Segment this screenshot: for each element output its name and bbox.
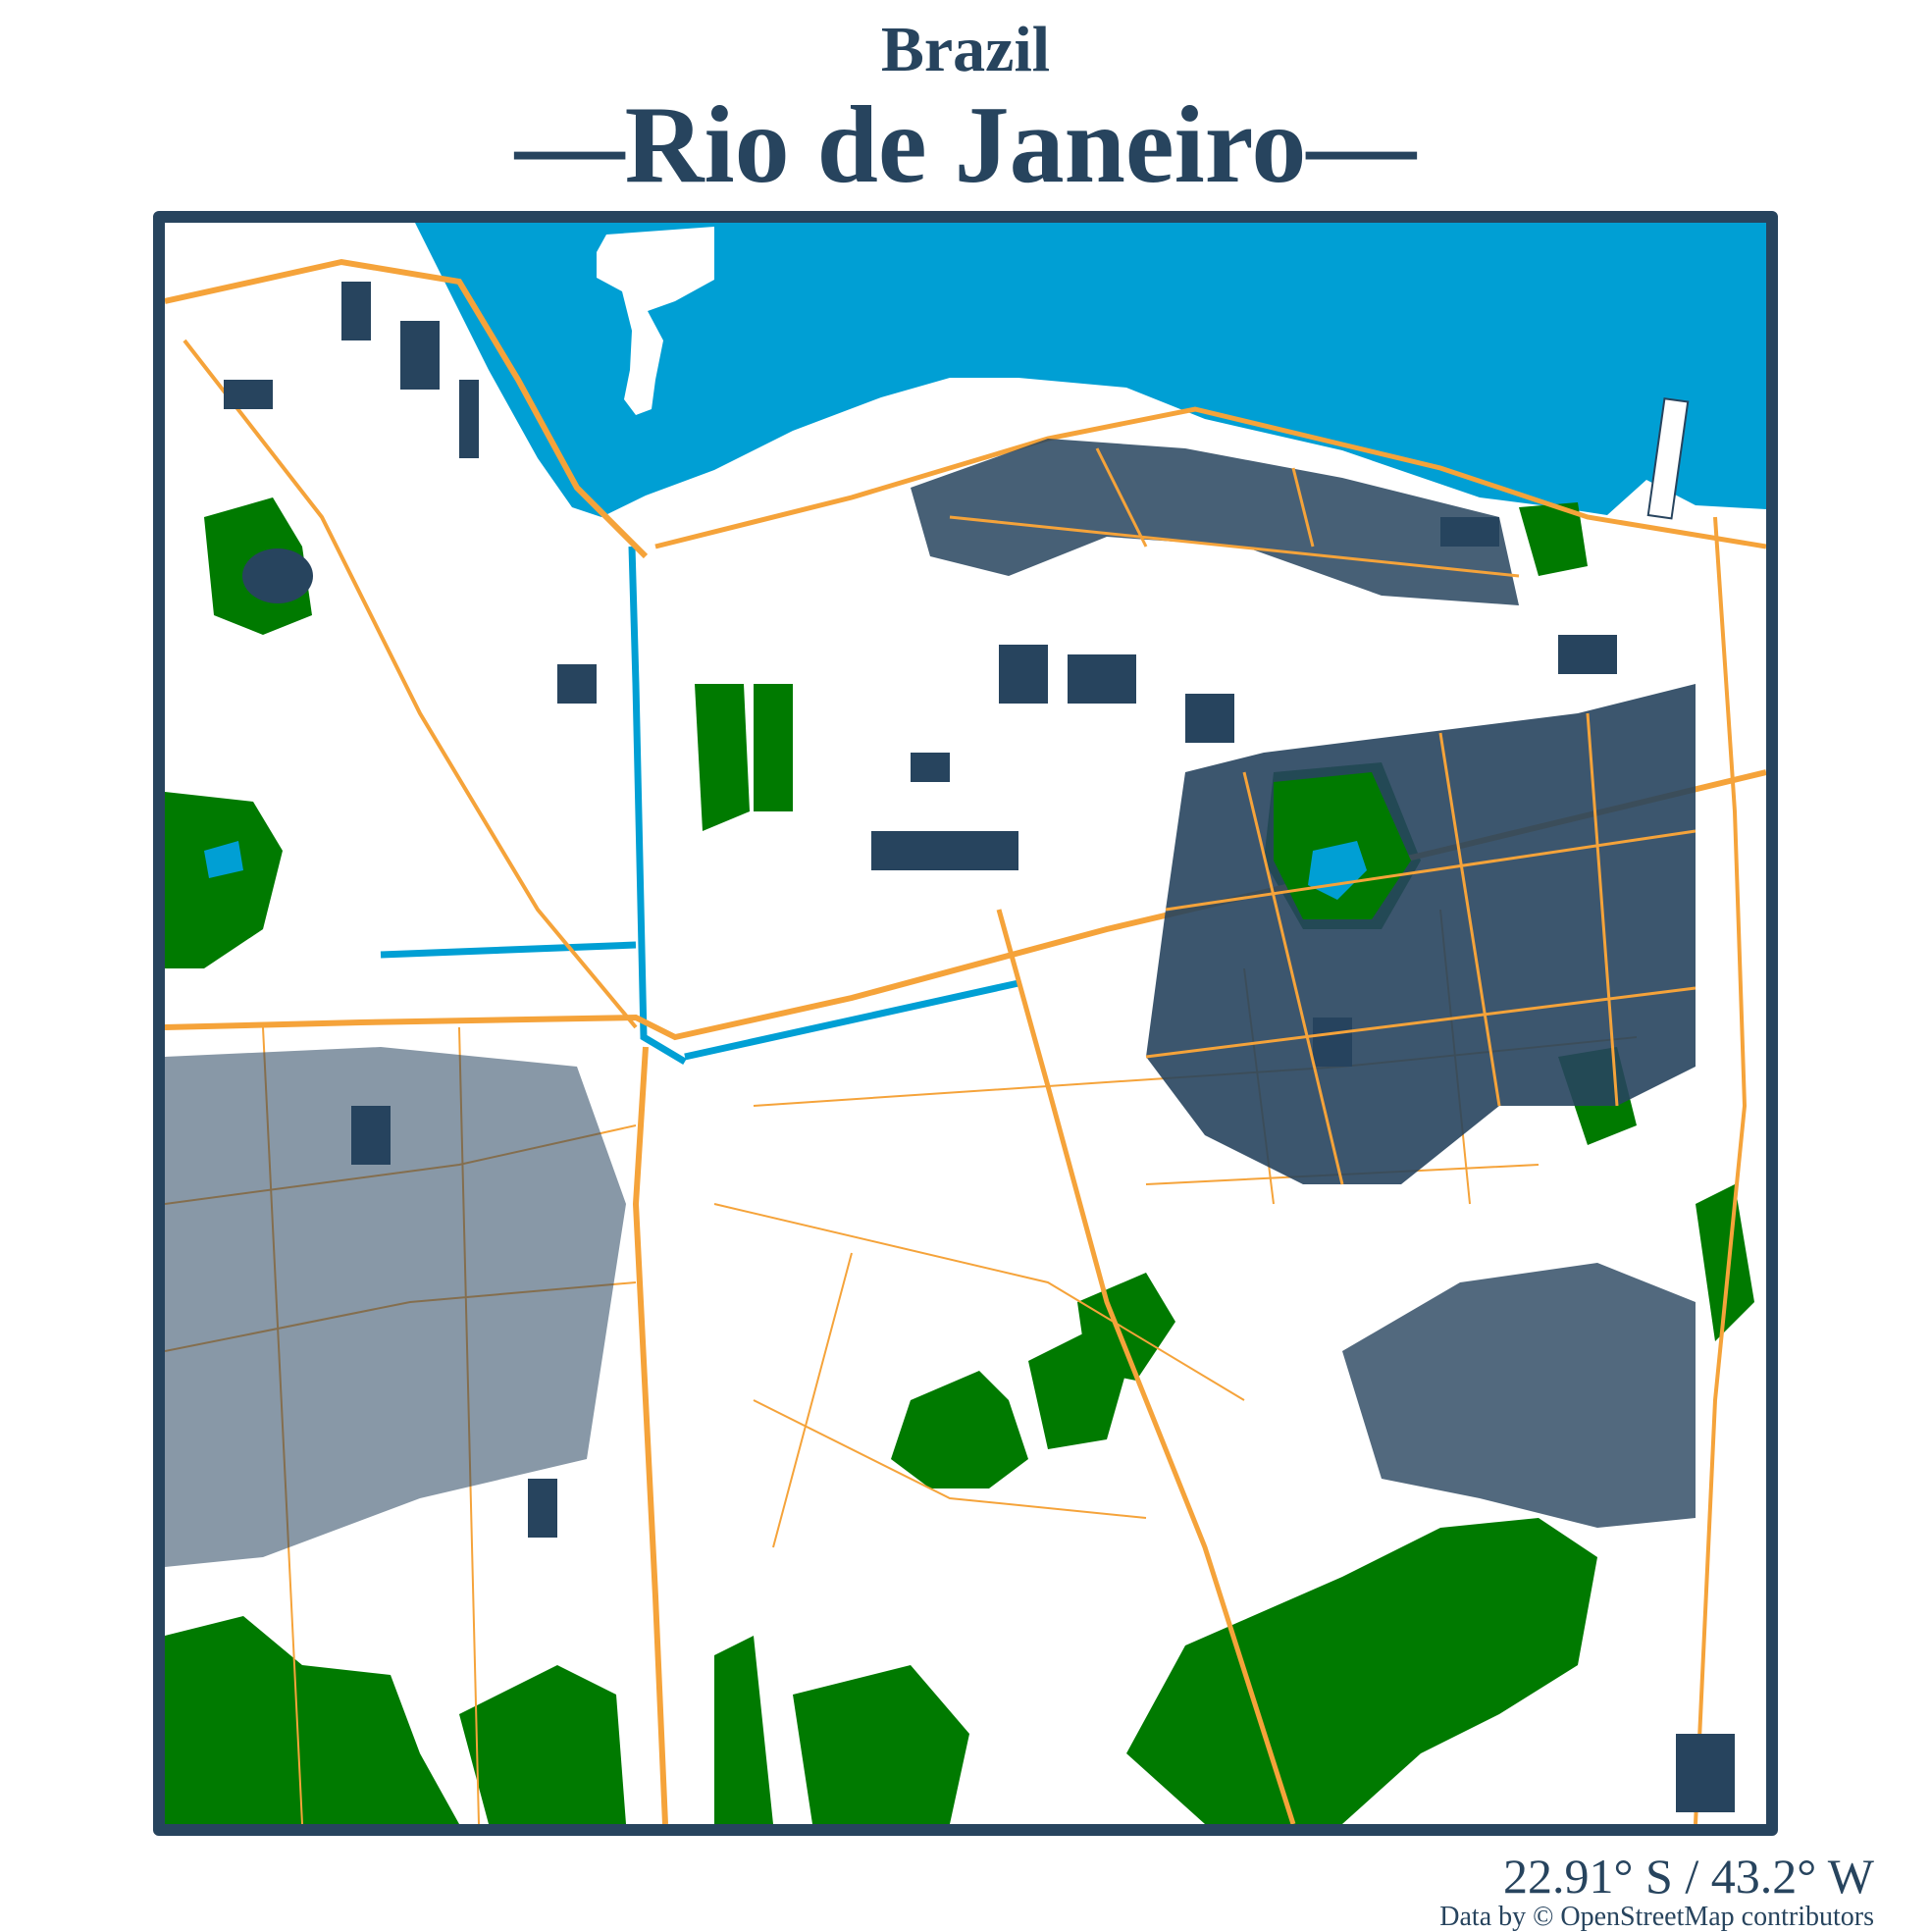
dense-southeast [1342,1263,1696,1528]
block-1 [341,282,371,340]
park-southwest [165,1616,459,1824]
park-east-strip [1696,1184,1754,1341]
coordinates-label: 22.91° S / 43.2° W [1503,1849,1874,1904]
park-southeast-hill [1126,1518,1597,1824]
dense-west [165,1047,626,1567]
block-15 [911,753,950,782]
bay-water [415,223,1766,517]
road-main-4 [996,909,1296,1824]
park-northeast [1519,502,1588,576]
block-13 [1676,1734,1735,1812]
park-strip-2 [754,684,793,811]
park-south-3 [793,1665,969,1824]
block-5 [871,831,1018,870]
pier [1646,397,1690,520]
block-3 [459,380,479,458]
block-6 [999,645,1048,704]
canal [380,546,1019,1066]
park-hill-1 [1077,1273,1175,1381]
park-southwest-2 [459,1665,626,1824]
block-12 [528,1479,557,1538]
lake-quinta [204,841,243,878]
road-main-3 [632,1046,668,1824]
road-main-5 [654,406,1766,549]
road-main-7 [1694,516,1748,1824]
stadium [242,548,313,603]
park-quinta [165,792,283,968]
road-minor-3 [713,1203,1245,1548]
attribution-label: Data by © OpenStreetMap contributors [1439,1902,1874,1932]
map-canvas[interactable] [165,223,1766,1824]
park-south-1 [891,1371,1028,1488]
district-road-1 [1145,712,1696,1185]
park-strip-1 [695,684,750,831]
dense-north [911,439,1519,605]
road-main-6 [183,339,638,1029]
park-strip-south [714,1636,773,1824]
map-frame[interactable] [153,211,1778,1836]
block-4 [224,380,273,409]
island-land [597,227,714,415]
block-9 [1068,654,1136,704]
block-7 [1185,694,1234,743]
city-title: —Rio de Janeiro— [514,84,1417,206]
country-title: Brazil [880,14,1051,85]
block-14 [1558,635,1617,674]
block-10 [557,664,597,704]
road-main-1 [165,258,649,559]
block-2 [400,321,440,390]
district-road-2 [949,447,1520,578]
district-roads [949,447,1696,1185]
